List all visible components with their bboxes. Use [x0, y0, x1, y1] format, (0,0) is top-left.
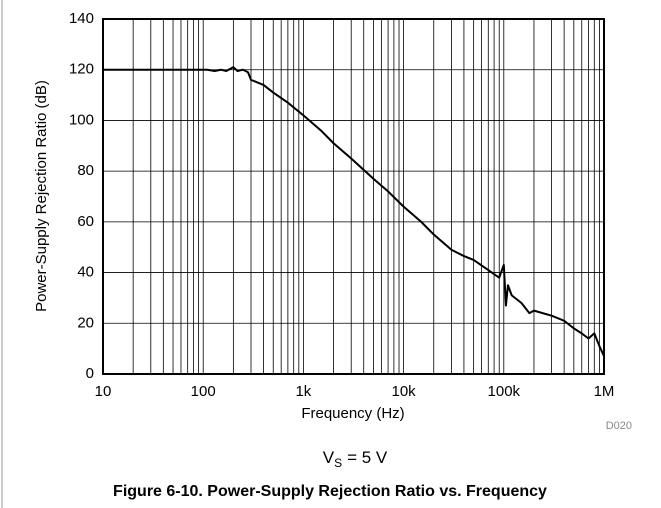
- y-tick-label: 100: [69, 111, 94, 128]
- y-tick-label: 0: [86, 365, 94, 382]
- y-tick-label: 120: [69, 61, 94, 78]
- x-tick-label: 100: [191, 383, 216, 400]
- x-axis-label: Frequency (Hz): [301, 405, 404, 422]
- x-tick-label: 10: [95, 383, 112, 400]
- x-tick-label: 1M: [594, 383, 615, 400]
- y-axis-label: Power-Supply Rejection Ratio (dB): [33, 80, 50, 312]
- condition-rest: = 5 V: [347, 448, 388, 467]
- x-tick-label: 100k: [488, 383, 521, 400]
- caption: Figure 6-10. Power-Supply Rejection Rati…: [113, 483, 547, 500]
- y-tick-label: 80: [77, 162, 94, 179]
- plot-frame: [102, 18, 605, 375]
- y-tick-label: 140: [69, 10, 94, 27]
- figure-id: D020: [606, 420, 632, 432]
- x-tick-label: 10k: [392, 383, 417, 400]
- condition: VS = 5 V: [323, 448, 388, 470]
- y-tick-label: 60: [77, 213, 94, 230]
- condition-main: V: [323, 448, 335, 467]
- line: [103, 66, 605, 357]
- y-tick-label: 40: [77, 264, 94, 281]
- x-tick-label: 1k: [295, 383, 311, 400]
- y-tick-label: 20: [77, 314, 94, 331]
- condition-sub: S: [334, 456, 342, 470]
